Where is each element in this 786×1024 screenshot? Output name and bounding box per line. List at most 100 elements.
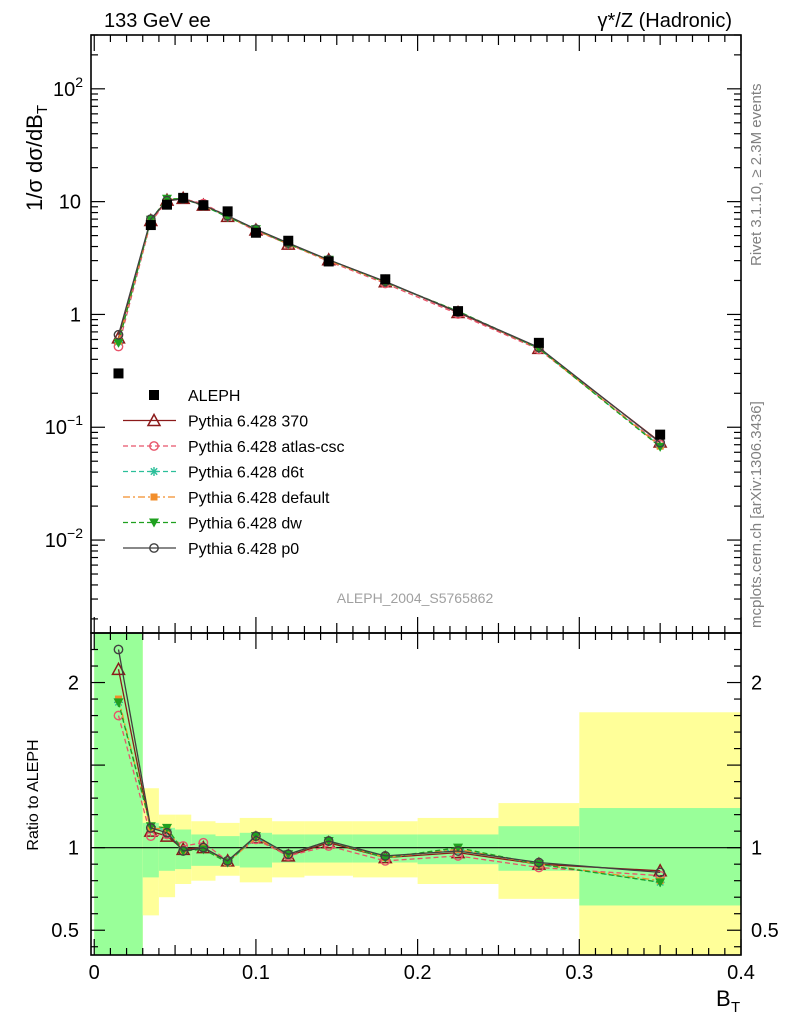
series-line [117,197,661,447]
header-left-label: 133 GeV ee [104,10,211,32]
ratio-point [162,827,172,838]
ratio-point [453,846,463,856]
ytick-label: 102 [53,74,83,101]
ratio-point [283,849,294,860]
xtick-label: 0.2 [404,962,432,984]
ratio-point [655,867,666,878]
ratio-point [323,836,334,846]
xtick-label: 0 [89,962,100,984]
axes: 102 10 1 10−1 10−2 2 2 1 1 0.5 0.5 0 0.1 0.2 0.3 0.4 [45,34,779,984]
legend-marker [149,441,159,451]
legend-label: ALEPH [188,388,240,405]
ratio-ytick-label-right: 1 [751,838,762,860]
data-point [655,429,666,440]
data-point [533,337,544,348]
ratio-plot [111,644,668,888]
legend: ALEPH Pythia 6.428 370 Pythia 6.428 atlas-… [123,388,345,558]
ratio-point [655,878,666,888]
legend-item: Pythia 6.428 dw [123,516,302,533]
legend-item: Pythia 6.428 p0 [123,541,299,558]
ratio-frame [90,632,742,956]
ratio-point [380,851,391,861]
series-line [117,197,661,443]
side-label-bottom: mcplots.cern.ch [arXiv:1306.3436] [748,401,765,628]
series-line [117,198,661,448]
legend-item: ALEPH [149,388,240,405]
series-0 [113,192,666,440]
legend-marker [149,543,159,553]
ytick-label: 10 [59,192,81,214]
ratio-ytick-label-right: 2 [751,673,762,695]
ratio-xlabel: B T [716,986,740,1016]
main-ylabel: 1/σ dσ/dBT [22,105,51,211]
ratio-point [113,698,124,708]
data-point [178,192,189,203]
data-point [453,306,464,317]
ratio-point [113,644,124,655]
ratio-line [117,649,661,874]
svg-text:B: B [716,986,731,1011]
ratio-ytick-label-right: 0.5 [751,920,779,942]
legend-marker [146,412,162,427]
ratio-point [251,831,261,842]
ratio-point [178,846,189,856]
series-1 [111,190,668,448]
legend-label: Pythia 6.428 d6t [188,465,304,482]
ytick-label: 10−2 [45,525,83,552]
legend-label: Pythia 6.428 default [188,490,330,507]
legend-marker [149,390,159,400]
legend-marker [150,493,158,501]
band-inner [579,808,741,906]
legend-item: Pythia 6.428 370 [123,412,308,431]
series-line [117,198,661,446]
main-plot [111,190,668,452]
ratio-point [222,858,233,868]
series-line [117,198,661,447]
xtick-label: 0.3 [565,962,593,984]
svg-text:T: T [731,999,740,1016]
watermark: ALEPH_2004_S5765862 [337,590,494,606]
legend-label: Pythia 6.428 dw [188,516,302,533]
data-point [283,235,294,246]
legend-label: Pythia 6.428 p0 [188,541,299,558]
data-point [145,220,156,231]
ratio-point [145,822,156,833]
data-point [113,338,124,348]
ytick-label: 10−1 [45,412,83,439]
header-right-label: γ*/Z (Hadronic) [598,10,732,32]
ratio-point [198,842,209,853]
series-line [117,198,661,444]
xtick-label: 0.1 [242,962,270,984]
ratio-ytick-label: 2 [68,673,79,695]
ratio-bands [91,633,741,955]
data-point [250,227,261,238]
ratio-point [222,855,233,866]
ratio-point [533,857,544,868]
band-inner [94,633,143,955]
data-point [113,368,124,379]
legend-item: Pythia 6.428 default [123,490,330,507]
data-point [222,206,233,217]
series-3 [113,194,665,451]
data-point [323,256,334,267]
legend-label: Pythia 6.428 370 [188,414,308,431]
series-6 [113,193,666,448]
ratio-ytick-label: 1 [68,838,79,860]
ratio-ylabel: Ratio to ALEPH [25,739,42,850]
ratio-series-5 [113,644,666,878]
ytick-label: 1 [70,304,81,326]
ratio-line [117,715,661,877]
series-2 [113,193,666,450]
legend-label: Pythia 6.428 atlas-csc [188,439,345,456]
legend-item: Pythia 6.428 atlas-csc [123,439,345,456]
data-point [380,274,391,285]
side-label-top: Rivet 3.1.10, ≥ 2.3M events [748,84,765,267]
legend-item: Pythia 6.428 d6t [123,465,304,482]
series-4 [114,194,664,450]
ratio-point [453,843,464,853]
data-point [113,329,124,340]
ratio-ytick-label: 0.5 [51,920,79,942]
xtick-label: 0.4 [727,962,755,984]
legend-marker [149,467,159,476]
